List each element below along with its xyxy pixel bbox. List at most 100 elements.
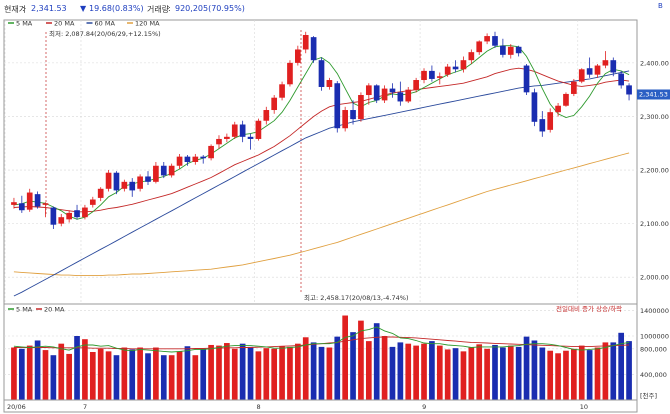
candle [287, 60, 293, 87]
candle [105, 170, 112, 192]
candle-body [452, 66, 459, 70]
volume-bar [563, 350, 569, 400]
candle [365, 83, 372, 105]
candle [373, 84, 380, 104]
legend-label: 20 MA [44, 306, 65, 314]
colon-separator: : [22, 4, 25, 13]
candle-body [105, 172, 112, 189]
candle-body [563, 93, 569, 106]
candle [523, 63, 530, 96]
x-tick-label: 8 [256, 403, 260, 411]
volume-tick-label: 1000000 [640, 333, 669, 341]
volume-bar [42, 350, 49, 400]
candle-body [247, 136, 254, 139]
volume-bar [484, 348, 490, 400]
volume-bar [626, 341, 632, 400]
volume-bar [239, 343, 246, 400]
candle-body [531, 92, 538, 122]
candle [563, 92, 569, 107]
volume-bar [18, 348, 25, 400]
volume-legend: 5 MA 20 MA [8, 306, 65, 314]
candle-body [239, 124, 246, 137]
candle [429, 65, 435, 82]
candle-body [74, 210, 80, 218]
candle-body [279, 84, 285, 98]
volume-bar [334, 336, 341, 400]
volume-bar [594, 347, 601, 400]
candle-body [334, 83, 341, 129]
candle-body [176, 156, 183, 166]
volume-bar [66, 353, 72, 400]
candle [302, 31, 309, 54]
volume-bar [326, 347, 333, 400]
price-legend: 5 MA 20 MA 60 MA 120 MA [8, 20, 160, 28]
current-price-tag-box [637, 89, 670, 100]
candle [618, 70, 625, 89]
candle [26, 188, 33, 212]
candle [594, 63, 601, 78]
candle [247, 133, 254, 150]
candle-body [295, 49, 301, 63]
candle [224, 133, 230, 143]
volume-bar [168, 355, 175, 400]
price-tick-label: 2,100.00 [640, 220, 669, 228]
volume-bar [34, 340, 41, 400]
volume-bar [145, 353, 151, 400]
x-tick-label: 7 [83, 403, 87, 411]
volume-bar [460, 351, 467, 400]
candle [484, 33, 490, 45]
current-price-tag-text: 2,341.53 [639, 91, 668, 99]
candle [318, 57, 325, 91]
volume-bar [578, 345, 585, 400]
candle-body [389, 88, 396, 93]
candle-body [89, 199, 96, 205]
candle [413, 77, 419, 93]
volume-label: 거래량 [147, 5, 170, 14]
info-bar: 현재가 : 2,341.53 ▼ 19.68(0.83%) 거래량 : 920,… [0, 0, 670, 18]
candle-body [523, 65, 530, 93]
candle [279, 81, 285, 101]
volume-value: 920,205(70.95%) [175, 4, 245, 13]
stock-chart[interactable]: 2,000.00 2,100.00 2,200.00 2,300.00 2,400.00… [0, 18, 670, 414]
candle-body [121, 181, 128, 189]
volume-bar [358, 320, 364, 400]
candle [18, 195, 25, 213]
candle-body [82, 207, 88, 218]
candle [82, 204, 88, 220]
volume-bar [571, 348, 577, 400]
candle-body [444, 66, 451, 75]
volume-bar [271, 348, 278, 400]
volume-bar [421, 343, 427, 400]
volume-bar [176, 351, 183, 400]
candle-body [586, 68, 593, 75]
legend-label: 5 MA [16, 20, 33, 28]
candlesticks [11, 31, 632, 229]
candle [89, 196, 96, 208]
candle [602, 51, 609, 69]
candle [239, 120, 246, 143]
candle [310, 36, 317, 63]
candle-body [153, 165, 159, 182]
candle-body [192, 156, 199, 162]
candle [200, 155, 207, 164]
down-arrow-icon: ▼ [80, 4, 87, 13]
candle [492, 31, 498, 48]
candle-body [507, 46, 514, 55]
candle [153, 162, 159, 184]
volume-bar [444, 349, 451, 400]
candle [350, 100, 356, 125]
candle-body [11, 202, 17, 205]
candle [436, 72, 443, 85]
volume-bar [539, 347, 546, 400]
vol_ma5-line [13, 326, 630, 353]
volume-bar [153, 347, 159, 400]
candle-body [255, 120, 262, 139]
candle [586, 57, 593, 78]
candle-body [610, 60, 617, 73]
legend-label: 20 MA [54, 20, 75, 28]
volume-bar [555, 353, 561, 400]
candle-body [310, 37, 317, 61]
candle-body [97, 188, 104, 198]
volume-bar [405, 343, 412, 400]
